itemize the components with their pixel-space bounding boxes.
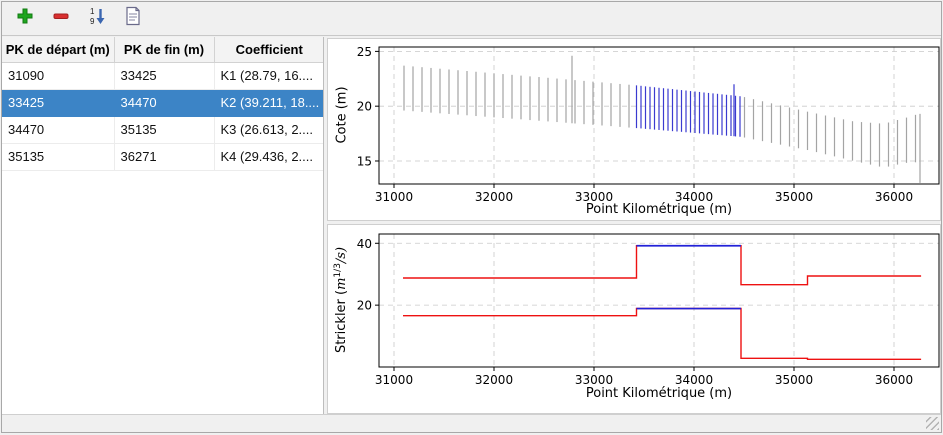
y-tick-label: 20 (357, 100, 372, 114)
table-row[interactable]: 34470 35135 K3 (26.613, 2.... (2, 116, 323, 144)
column-header-pk-depart[interactable]: PK de départ (m) (2, 37, 115, 63)
axis-frame (378, 233, 940, 368)
pk-start-cell[interactable]: 33425 (2, 89, 115, 117)
strickler-step-line (403, 245, 922, 286)
coefficient-cell[interactable]: K3 (26.613, 2.... (214, 116, 323, 144)
x-tick-label: 32000 (475, 190, 513, 204)
strickler-chart-panel: Strickler (m1/3/s) 31000 32000 33000 34000 3… (327, 224, 941, 414)
coefficient-cell[interactable]: K2 (39.211, 18.... (214, 89, 323, 117)
x-tick-label: 35000 (775, 373, 813, 387)
minus-icon (52, 7, 70, 30)
cote-plot-canvas[interactable]: 31000 32000 33000 34000 35000 36000 15 20 25 (357, 45, 940, 204)
x-tick-label: 36000 (875, 373, 913, 387)
pk-end-cell[interactable]: 33425 (114, 62, 215, 90)
x-tick-label: 33000 (575, 190, 613, 204)
column-header-coefficient[interactable]: Coefficient (213, 37, 323, 63)
edit-document-button[interactable] (119, 5, 147, 33)
remove-button[interactable] (47, 5, 75, 33)
coefficient-table: PK de départ (m) PK de fin (m) Coefficie… (2, 37, 323, 171)
coefficient-cell[interactable]: K4 (29.436, 2.... (214, 143, 323, 171)
sort-numeric-icon: 1 9 (87, 6, 107, 31)
toolbar: 1 9 (2, 2, 941, 36)
x-tick-label: 31000 (375, 373, 413, 387)
table-row[interactable]: 31090 33425 K1 (28.79, 16.... (2, 62, 323, 90)
table-row[interactable]: 33425 34470 K2 (39.211, 18.... (2, 89, 323, 117)
x-tick-label: 33000 (575, 373, 613, 387)
axis-frame (378, 46, 940, 185)
status-bar (2, 414, 941, 432)
cote-xlabel: Point Kilométrique (m) (585, 202, 733, 217)
pk-end-cell[interactable]: 35135 (114, 116, 215, 144)
svg-text:1: 1 (90, 7, 95, 16)
y-tick-label: 25 (357, 45, 372, 59)
document-icon (124, 6, 142, 31)
plus-icon (16, 7, 34, 30)
table-row[interactable]: 35135 36271 K4 (29.436, 2.... (2, 143, 323, 171)
strickler-xlabel: Point Kilométrique (m) (585, 386, 733, 401)
x-tick-label: 32000 (475, 373, 513, 387)
x-tick-label: 35000 (775, 190, 813, 204)
sort-button[interactable]: 1 9 (83, 5, 111, 33)
pk-end-cell[interactable]: 34470 (114, 89, 215, 117)
coefficient-table-panel: PK de départ (m) PK de fin (m) Coefficie… (2, 37, 324, 414)
x-tick-label: 34000 (675, 190, 713, 204)
table-header-row: PK de départ (m) PK de fin (m) Coefficie… (2, 37, 323, 63)
pk-start-cell[interactable]: 31090 (2, 62, 115, 90)
y-tick-label: 15 (357, 154, 372, 168)
x-tick-label: 34000 (675, 373, 713, 387)
x-tick-label: 31000 (375, 190, 413, 204)
pk-start-cell[interactable]: 34470 (2, 116, 115, 144)
y-tick-label: 40 (357, 237, 372, 251)
resize-grip-icon[interactable] (926, 417, 939, 430)
cote-chart-panel: Cote (m) 31000 32000 33000 34000 35000 36000 1… (327, 38, 941, 221)
x-tick-label: 36000 (875, 190, 913, 204)
add-button[interactable] (11, 5, 39, 33)
pk-end-cell[interactable]: 36271 (114, 143, 215, 171)
y-tick-label: 20 (357, 299, 372, 313)
svg-text:9: 9 (90, 17, 95, 26)
coefficient-cell[interactable]: K1 (28.79, 16.... (214, 62, 323, 90)
strickler-ylabel: Strickler (m1/3/s) (332, 246, 350, 354)
cote-ylabel: Cote (m) (334, 86, 350, 144)
strickler-plot-canvas[interactable]: 31000 32000 33000 34000 35000 36000 20 40 (357, 233, 940, 387)
column-header-pk-fin[interactable]: PK de fin (m) (113, 37, 215, 63)
pk-start-cell[interactable]: 35135 (2, 143, 115, 171)
strickler-step-line (403, 307, 922, 360)
